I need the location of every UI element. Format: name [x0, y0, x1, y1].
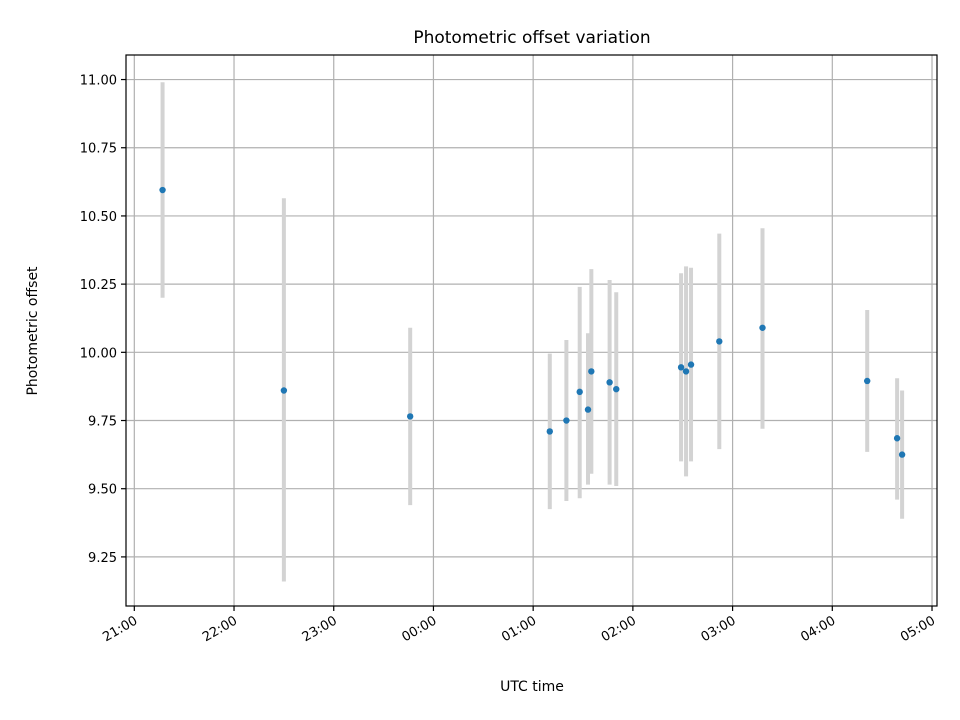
data-point: [716, 338, 723, 345]
x-tick-label: 23:00: [300, 613, 340, 645]
data-point: [893, 435, 901, 442]
x-axis-ticks: 21:00 22:00 23:00 00:00 01:00 02:00 03:00 04:00…: [100, 606, 938, 645]
x-tick-label: 00:00: [399, 613, 439, 645]
y-tick-label: 9.75: [88, 415, 117, 430]
plot-frame: [125, 54, 938, 607]
x-tick-label: 04:00: [798, 613, 838, 645]
y-tick-label: 9.25: [88, 551, 117, 566]
data-point: [563, 417, 570, 424]
y-axis-ticks: 9.25 9.50 9.75 10.00 10.25 10.50 10.75 11.00: [80, 74, 126, 566]
y-tick-label: 10.25: [80, 278, 117, 293]
data-point: [682, 368, 690, 375]
data-point: [546, 428, 553, 435]
data-point: [687, 361, 695, 368]
y-tick-label: 10.00: [80, 346, 117, 361]
data-point: [406, 413, 414, 420]
x-axis-label: UTC time: [500, 679, 564, 695]
data-point: [588, 368, 595, 375]
chart-title: Photometric offset variation: [413, 28, 650, 48]
x-tick-label: 22:00: [200, 613, 240, 645]
data-point: [898, 451, 906, 458]
x-tick-label: 03:00: [699, 613, 739, 645]
data-point: [864, 377, 871, 385]
x-tick-label: 01:00: [499, 613, 539, 645]
data-point: [584, 406, 592, 413]
x-tick-label: 21:00: [100, 613, 140, 645]
x-tick-label: 02:00: [599, 613, 639, 645]
data-point: [677, 364, 685, 371]
data-point: [613, 385, 620, 393]
y-tick-label: 9.50: [88, 483, 117, 498]
data-point: [280, 387, 288, 394]
y-tick-label: 11.00: [80, 74, 117, 89]
data-points: [159, 186, 906, 458]
data-point: [606, 379, 613, 386]
grid: [126, 55, 937, 606]
error-bars: [160, 82, 905, 582]
y-axis-label: Photometric offset: [25, 266, 41, 396]
y-tick-label: 10.50: [80, 210, 117, 225]
data-point: [576, 388, 583, 396]
y-tick-label: 10.75: [80, 142, 117, 157]
data-point: [759, 324, 766, 331]
data-point: [159, 186, 166, 194]
x-tick-label: 05:00: [898, 613, 938, 645]
